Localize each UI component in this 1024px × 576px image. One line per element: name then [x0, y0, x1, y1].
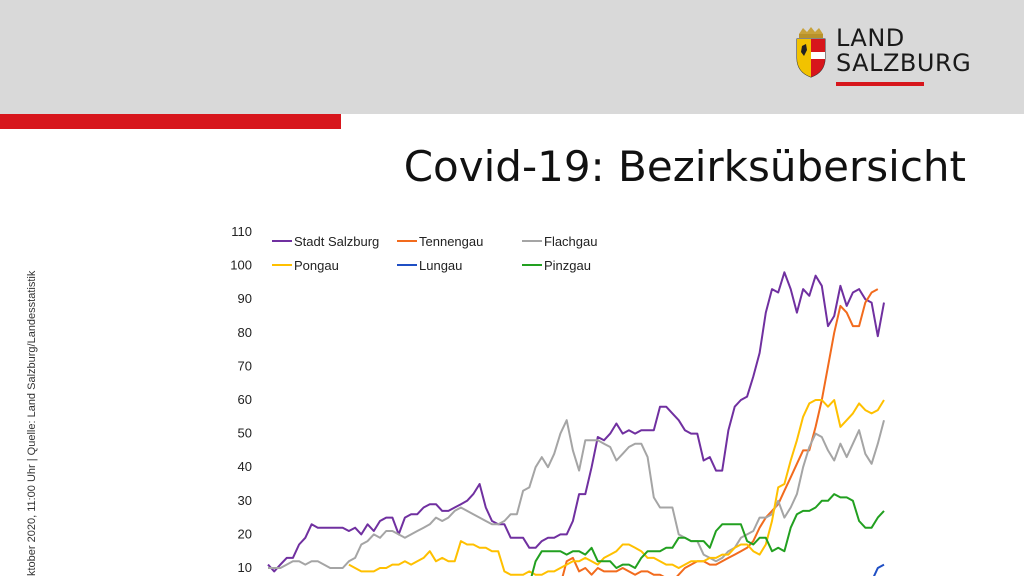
- legend-item: Tennengau: [397, 234, 483, 249]
- header-bar: [0, 0, 1024, 114]
- land-salzburg-logo: LAND SALZBURG: [794, 26, 984, 90]
- series-line-4: [872, 563, 885, 576]
- legend-item: Pinzgau: [522, 258, 591, 273]
- legend-label: Flachgau: [544, 234, 597, 249]
- series-line-1: [561, 288, 879, 576]
- legend-item: Stadt Salzburg: [272, 234, 379, 249]
- chart-legend: Stadt Salzburg Tennengau Flachgau Pongau Lun…: [272, 234, 597, 273]
- series-line-3: [348, 399, 885, 576]
- series-line-5: [530, 493, 885, 576]
- accent-stripe: [0, 114, 341, 129]
- legend-item: Flachgau: [522, 234, 597, 249]
- legend-label: Tennengau: [419, 234, 483, 249]
- series-lines: [267, 271, 885, 576]
- y-tick-label: 20: [238, 526, 252, 541]
- logo-line-2: SALZBURG: [836, 49, 972, 77]
- y-tick-label: 70: [238, 358, 252, 373]
- page-title: Covid-19: Bezirksübersicht: [403, 142, 966, 191]
- y-axis: 10 20 30 40 50 60 70 80 90 100 110: [230, 224, 252, 575]
- logo-line-1: LAND: [836, 24, 905, 52]
- y-tick-label: 50: [238, 426, 252, 441]
- legend-label: Pinzgau: [544, 258, 591, 273]
- legend-label: Stadt Salzburg: [294, 234, 379, 249]
- coat-of-arms-icon: [796, 27, 826, 78]
- series-line-2: [268, 419, 885, 569]
- legend-label: Pongau: [294, 258, 339, 273]
- legend-item: Pongau: [272, 258, 339, 273]
- y-tick-label: 80: [238, 325, 252, 340]
- legend-label: Lungau: [419, 258, 462, 273]
- y-tick-label: 100: [230, 258, 252, 273]
- y-tick-label: 10: [238, 560, 252, 575]
- series-line-0: [267, 271, 885, 573]
- y-tick-label: 110: [231, 224, 252, 239]
- legend-item: Lungau: [397, 258, 462, 273]
- y-tick-label: 60: [238, 392, 252, 407]
- y-tick-label: 90: [238, 291, 252, 306]
- logo-underline: [836, 82, 924, 86]
- y-tick-label: 30: [238, 493, 252, 508]
- y-tick-label: 40: [238, 459, 252, 474]
